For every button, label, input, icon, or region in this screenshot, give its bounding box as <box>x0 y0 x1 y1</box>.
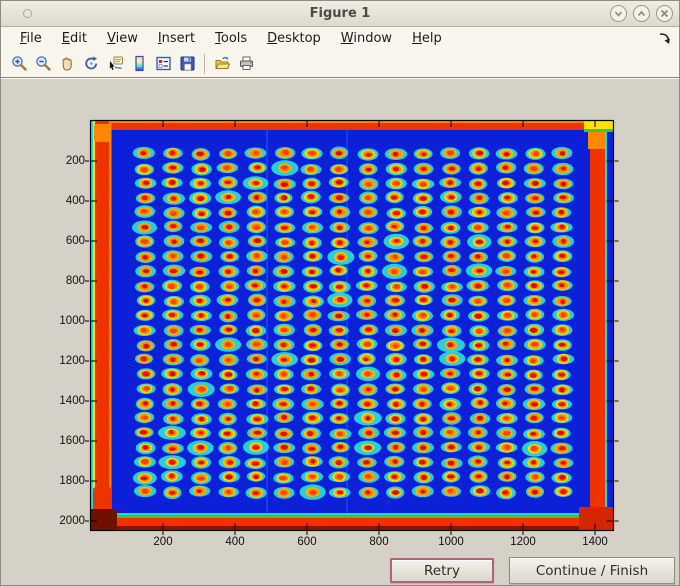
figure-toolbar <box>1 50 679 78</box>
y-tick-label: 400 <box>65 195 85 207</box>
zoom-out-icon <box>35 56 51 71</box>
menu-edit[interactable]: Edit <box>61 30 87 46</box>
y-tick-label: 800 <box>65 275 85 287</box>
toolbar-print-button[interactable] <box>234 52 258 76</box>
x-tick-label: 1000 <box>438 536 464 548</box>
toolbar-rotate-3d-button[interactable] <box>79 52 103 76</box>
y-tick-label: 1000 <box>59 315 85 327</box>
colorbar-icon <box>134 55 144 72</box>
figure-canvas: Retry Continue / Finish 200 400 600 800 1000… <box>1 78 679 585</box>
toolbar-save-button[interactable] <box>175 52 199 76</box>
y-tick-label: 2000 <box>59 515 85 527</box>
toolbar-zoom-out-button[interactable] <box>31 52 55 76</box>
menu-window[interactable]: Window <box>340 30 393 46</box>
x-tick-label: 1200 <box>510 536 536 548</box>
toolbar-open-button[interactable] <box>210 52 234 76</box>
pan-icon <box>62 57 72 71</box>
y-tick-label: 200 <box>65 155 85 167</box>
maximize-button[interactable] <box>633 5 650 22</box>
x-tick-label: 1400 <box>582 536 608 548</box>
menu-insert[interactable]: Insert <box>157 30 196 46</box>
y-tick-label: 1400 <box>59 395 85 407</box>
window-controls <box>610 5 673 22</box>
menu-file[interactable]: File <box>20 30 42 46</box>
window-menu-icon[interactable] <box>23 9 32 18</box>
x-tick-label: 600 <box>297 536 317 548</box>
x-tick-label: 200 <box>153 536 173 548</box>
toolbar-separator <box>204 53 205 74</box>
rotate-3d-icon <box>84 56 97 70</box>
x-tick-label: 400 <box>225 536 245 548</box>
window-title: Figure 1 <box>309 6 371 21</box>
menu-bar: File Edit View Insert Tools Desktop Window Help <box>1 27 679 50</box>
y-tick-label: 1600 <box>59 435 85 447</box>
y-tick-label: 1800 <box>59 475 85 487</box>
title-bar[interactable]: Figure 1 <box>1 1 679 27</box>
legend-icon <box>155 56 171 71</box>
minimize-button[interactable] <box>610 5 627 22</box>
menu-desktop[interactable]: Desktop <box>267 30 321 46</box>
continue-finish-button[interactable]: Continue / Finish <box>509 557 675 584</box>
save-icon <box>180 56 194 71</box>
toolbar-zoom-in-button[interactable] <box>7 52 31 76</box>
retry-button[interactable]: Retry <box>390 558 494 583</box>
y-tick-label: 600 <box>65 235 85 247</box>
data-cursor-icon <box>109 56 123 70</box>
y-tick-label: 1200 <box>59 355 85 367</box>
x-tick-label: 800 <box>369 536 389 548</box>
toolbar-legend-button[interactable] <box>151 52 175 76</box>
zoom-in-icon <box>11 56 27 71</box>
close-button[interactable] <box>656 5 673 22</box>
menu-tools[interactable]: Tools <box>215 30 248 46</box>
print-icon <box>239 56 253 70</box>
toolbar-colorbar-button[interactable] <box>127 52 151 76</box>
menu-view[interactable]: View <box>106 30 138 46</box>
dock-figure-icon[interactable] <box>658 32 671 45</box>
open-icon <box>214 56 230 69</box>
plate-image-plot <box>79 109 625 554</box>
toolbar-pan-button[interactable] <box>55 52 79 76</box>
menu-help[interactable]: Help <box>412 30 442 46</box>
toolbar-data-cursor-button[interactable] <box>103 52 127 76</box>
